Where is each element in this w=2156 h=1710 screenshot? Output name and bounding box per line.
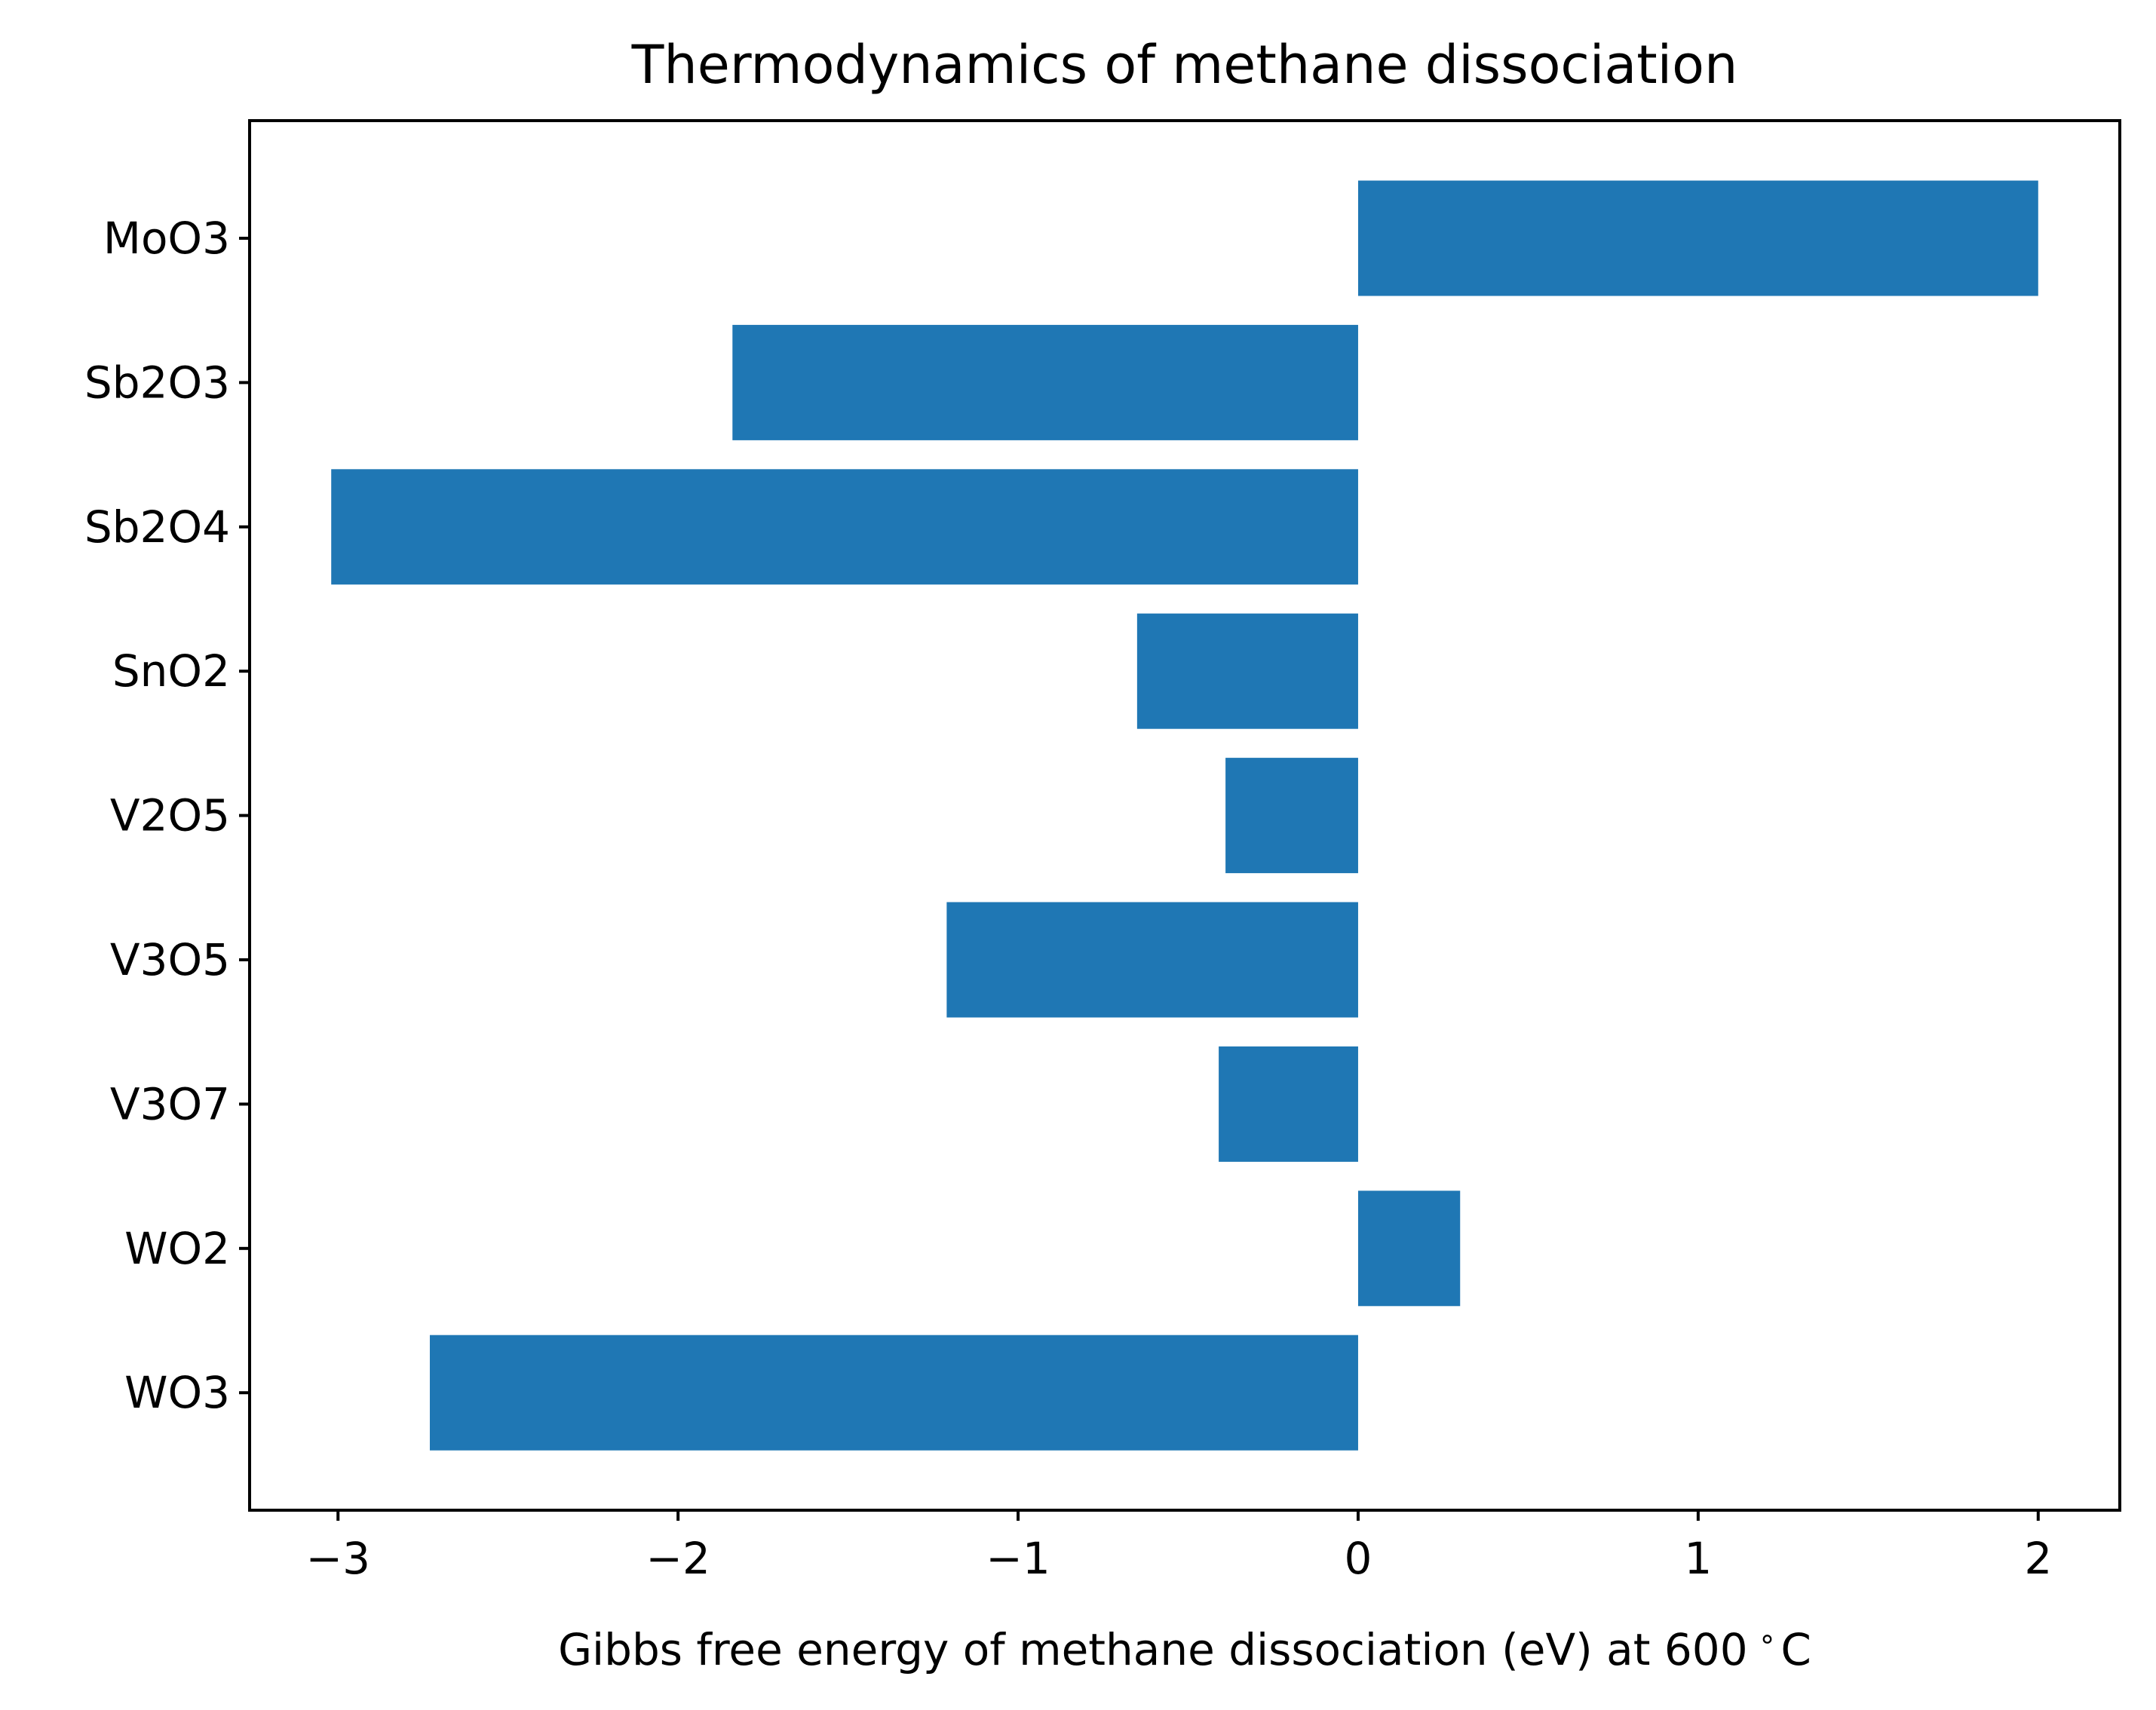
bar-sno2 (1136, 613, 1358, 729)
bar-sb2o4 (331, 469, 1358, 585)
y-tick-label: V2O5 (110, 790, 230, 841)
y-tick-label: V3O5 (110, 934, 230, 985)
x-axis: −3 −2 −1 0 1 2 (305, 1510, 2052, 1584)
x-tick-label: −1 (986, 1533, 1050, 1584)
y-tick-label: MoO3 (103, 213, 230, 264)
chart-title: Thermodynamics of methane dissociation (631, 34, 1738, 96)
x-tick-label: −3 (305, 1533, 370, 1584)
x-tick-label: 0 (1345, 1533, 1372, 1584)
bar-v3o7 (1219, 1046, 1358, 1162)
plot-frame (248, 119, 2121, 1512)
bar-v3o5 (946, 902, 1358, 1018)
x-tick-label: 1 (1684, 1533, 1712, 1584)
bar-sb2o3 (732, 324, 1358, 440)
x-axis-label: Gibbs free energy of methane dissociatio… (558, 1622, 1811, 1675)
bars-group (331, 180, 2038, 1451)
bar-wo3 (429, 1335, 1358, 1451)
y-axis: MoO3 Sb2O3 Sb2O4 SnO2 V2O5 V3O5 V3O7 WO2 WO3 (84, 213, 250, 1418)
x-axis-label-text: Gibbs free energy of methane dissociatio… (558, 1624, 1748, 1675)
y-tick-label: Sb2O4 (84, 501, 230, 553)
x-axis-label-unit: C (1780, 1624, 1811, 1675)
bar-v2o5 (1225, 758, 1358, 874)
y-tick-label: Sb2O3 (84, 357, 230, 408)
x-tick-label: 2 (2024, 1533, 2052, 1584)
y-tick-label: WO2 (124, 1223, 230, 1274)
y-tick-label: WO3 (124, 1367, 230, 1418)
degree-symbol: ∘ (1759, 1622, 1777, 1655)
bar-moo3 (1357, 180, 2038, 296)
bar-wo2 (1357, 1191, 1461, 1307)
x-tick-label: −2 (646, 1533, 710, 1584)
y-tick-label: V3O7 (110, 1078, 230, 1129)
y-tick-label: SnO2 (112, 645, 230, 697)
